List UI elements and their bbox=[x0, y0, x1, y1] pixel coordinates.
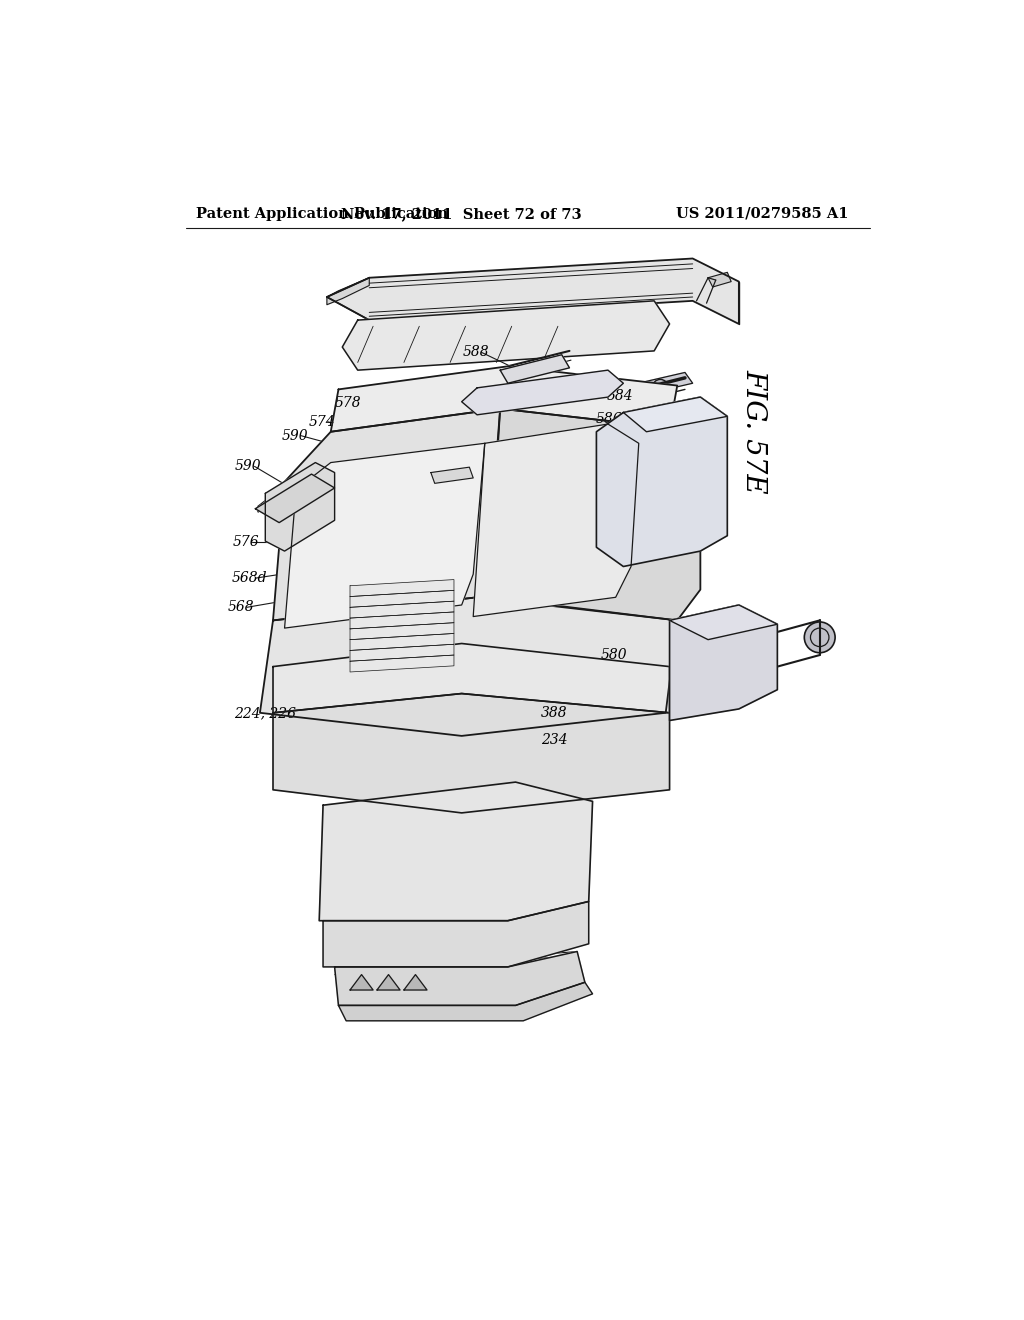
Circle shape bbox=[695, 466, 720, 490]
Text: 576: 576 bbox=[232, 535, 259, 549]
Text: 590: 590 bbox=[597, 564, 624, 577]
Circle shape bbox=[804, 622, 836, 653]
Text: 584a: 584a bbox=[597, 434, 632, 449]
Text: 574: 574 bbox=[308, 414, 335, 429]
Text: 588: 588 bbox=[462, 346, 488, 359]
Text: 224, 226: 224, 226 bbox=[234, 706, 296, 719]
Polygon shape bbox=[670, 605, 777, 721]
Polygon shape bbox=[350, 590, 454, 607]
Polygon shape bbox=[596, 397, 727, 566]
Polygon shape bbox=[645, 372, 692, 392]
Text: US 2011/0279585 A1: US 2011/0279585 A1 bbox=[676, 207, 848, 220]
Text: 578: 578 bbox=[335, 396, 361, 411]
Polygon shape bbox=[319, 781, 593, 921]
Polygon shape bbox=[350, 655, 454, 672]
Text: 568: 568 bbox=[227, 601, 254, 614]
Circle shape bbox=[663, 433, 699, 470]
Polygon shape bbox=[473, 424, 639, 616]
Text: 586: 586 bbox=[596, 412, 623, 425]
Text: 576a: 576a bbox=[598, 484, 633, 498]
Circle shape bbox=[525, 499, 553, 527]
Circle shape bbox=[454, 504, 494, 544]
Circle shape bbox=[511, 385, 532, 407]
Polygon shape bbox=[708, 272, 731, 286]
Polygon shape bbox=[273, 409, 500, 620]
Polygon shape bbox=[260, 597, 677, 737]
Polygon shape bbox=[462, 370, 624, 414]
Polygon shape bbox=[350, 579, 454, 597]
Polygon shape bbox=[327, 259, 739, 323]
Circle shape bbox=[413, 529, 425, 543]
Polygon shape bbox=[431, 467, 473, 483]
Polygon shape bbox=[670, 605, 777, 640]
Text: Nov. 17, 2011  Sheet 72 of 73: Nov. 17, 2011 Sheet 72 of 73 bbox=[341, 207, 582, 220]
Polygon shape bbox=[350, 623, 454, 640]
Text: 590: 590 bbox=[282, 429, 308, 442]
Polygon shape bbox=[350, 601, 454, 618]
Text: 590: 590 bbox=[236, 459, 262, 474]
Polygon shape bbox=[350, 644, 454, 661]
Polygon shape bbox=[342, 301, 670, 370]
Polygon shape bbox=[339, 982, 593, 1020]
Circle shape bbox=[716, 635, 762, 681]
Polygon shape bbox=[488, 409, 700, 620]
Text: Patent Application Publication: Patent Application Publication bbox=[196, 207, 449, 220]
Polygon shape bbox=[273, 693, 670, 813]
Polygon shape bbox=[403, 974, 427, 990]
Polygon shape bbox=[350, 634, 454, 651]
Circle shape bbox=[652, 379, 668, 395]
Polygon shape bbox=[331, 367, 677, 432]
Text: 388: 388 bbox=[541, 706, 567, 719]
Polygon shape bbox=[377, 974, 400, 990]
Polygon shape bbox=[285, 444, 484, 628]
Text: FIG. 57E: FIG. 57E bbox=[740, 370, 768, 494]
Text: 568d: 568d bbox=[232, 572, 267, 585]
Circle shape bbox=[394, 511, 444, 561]
Polygon shape bbox=[327, 277, 370, 305]
Polygon shape bbox=[350, 974, 373, 990]
Polygon shape bbox=[350, 612, 454, 628]
Text: 580: 580 bbox=[601, 648, 628, 663]
Polygon shape bbox=[323, 902, 589, 966]
Polygon shape bbox=[500, 355, 569, 383]
Polygon shape bbox=[273, 644, 670, 713]
Text: 584: 584 bbox=[606, 388, 633, 403]
Polygon shape bbox=[624, 397, 727, 432]
Polygon shape bbox=[255, 474, 335, 523]
Polygon shape bbox=[265, 462, 335, 552]
Polygon shape bbox=[335, 952, 585, 1006]
Text: 234: 234 bbox=[541, 733, 567, 747]
Circle shape bbox=[666, 482, 696, 512]
